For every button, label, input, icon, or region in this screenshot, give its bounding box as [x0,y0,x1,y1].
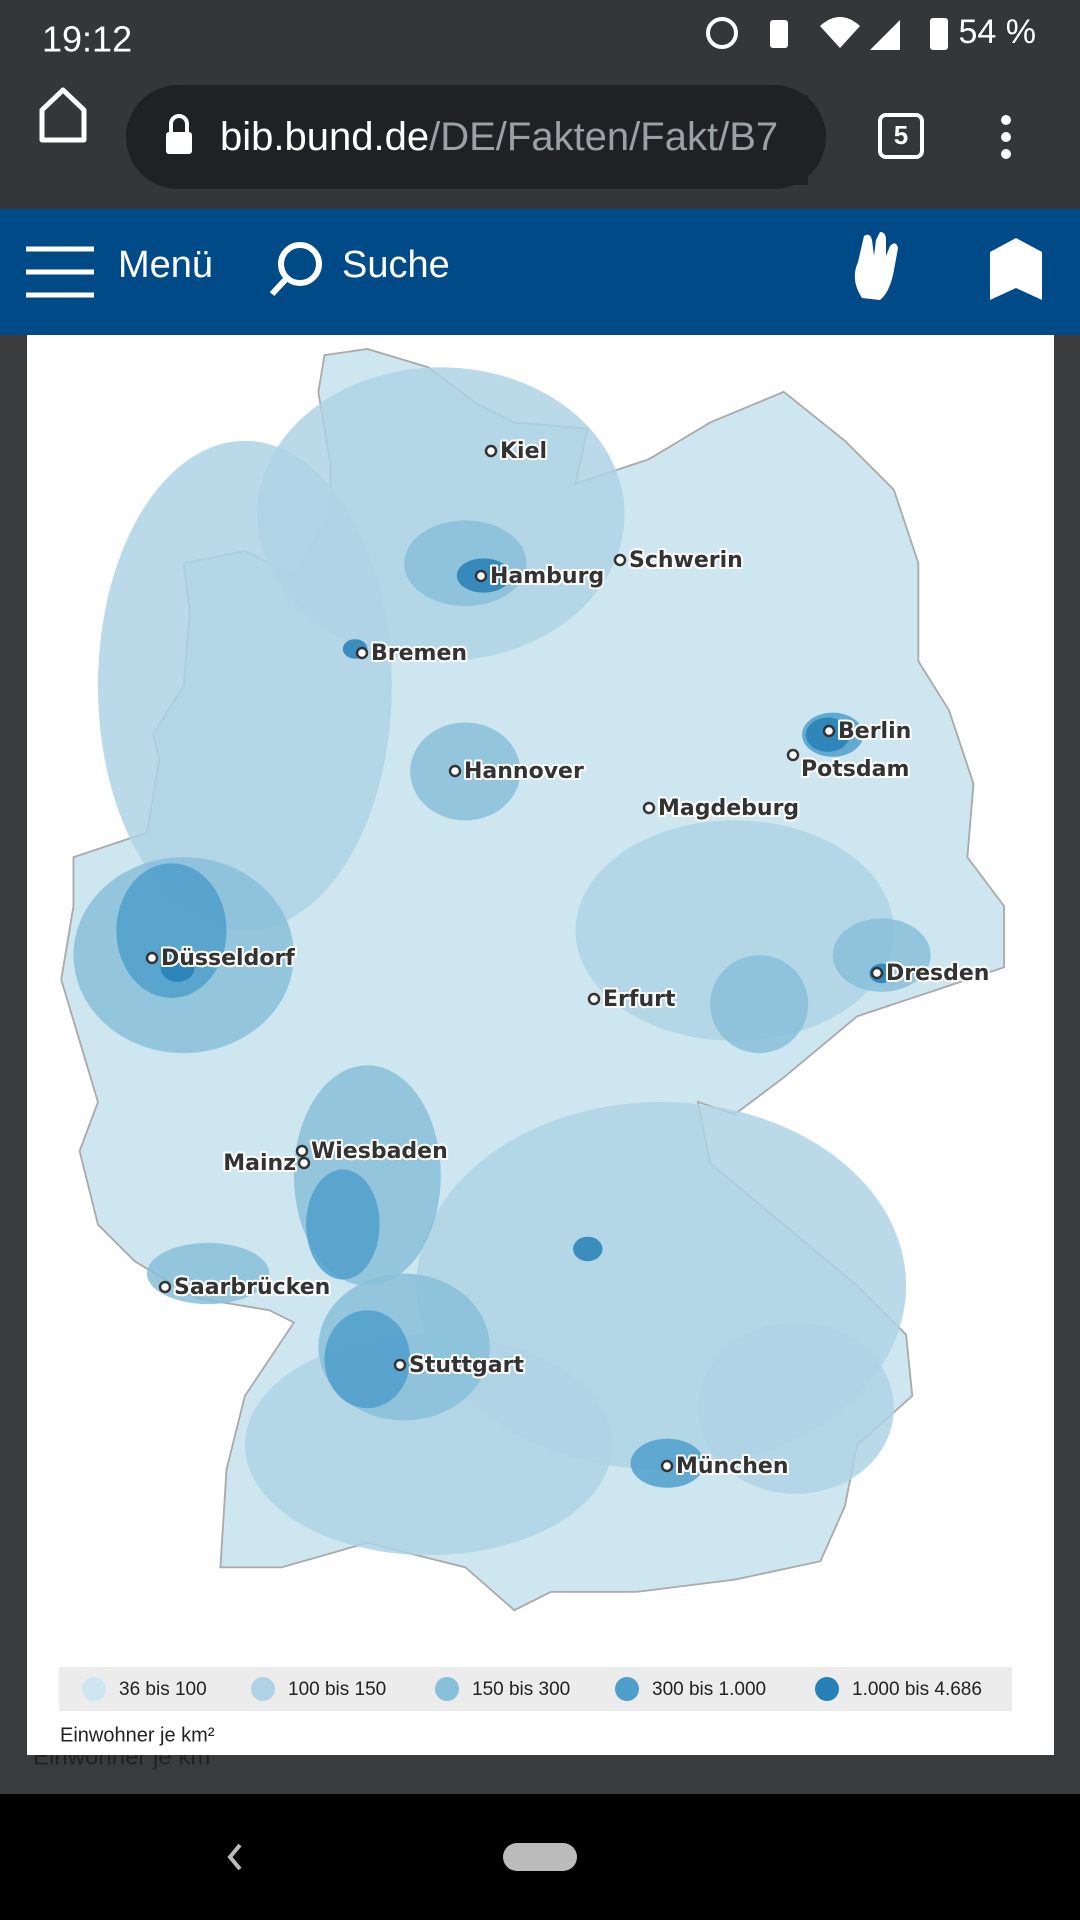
city-marker [822,724,836,738]
tab-count: 5 [894,120,908,150]
density-region [146,1242,270,1305]
legend-swatch [82,1677,106,1701]
city-label: Stuttgart [409,1353,525,1378]
legend-label: 36 bis 100 [119,1679,207,1700]
battery-level: 54 % [959,13,1037,51]
legend-label: 100 bis 150 [288,1679,386,1700]
status-icons [706,17,948,50]
legend-swatch [251,1677,275,1701]
city-label: Berlin [838,719,911,744]
density-region [306,1169,380,1280]
city-marker [448,764,462,778]
density-region [710,955,809,1054]
city-marker [297,1156,311,1170]
home-pill[interactable] [503,1843,577,1871]
city-label: Hannover [464,759,584,784]
city-marker [660,1459,674,1473]
city-label: Kiel [500,439,547,464]
density-region [97,440,392,931]
back-button[interactable] [227,1843,242,1871]
germany-map [60,348,1006,1612]
legend-swatch [615,1677,639,1701]
city-marker [474,569,488,583]
legend-label: 1.000 bis 4.686 [852,1679,982,1700]
density-region [116,863,227,998]
city-marker [613,553,627,567]
hamburger-icon[interactable] [26,246,94,298]
density-region [160,952,195,983]
city-label: Saarbrücken [174,1275,330,1300]
density-region [324,1310,411,1409]
legend-items: 36 bis 100 100 bis 150 150 bis 300 300 bis … [82,1677,982,1701]
city-label: Magdeburg [658,796,799,821]
search-icon[interactable] [269,242,322,297]
lock-icon [166,114,192,154]
city-marker [158,1280,172,1294]
city-marker [642,801,656,815]
tab-switcher[interactable] [878,113,924,159]
city-label: Mainz [223,1151,296,1176]
density-region [575,820,894,1041]
url-fade [778,95,808,185]
sign-language-icon[interactable] [854,232,898,300]
city-label: Düsseldorf [161,946,295,971]
city-marker [393,1358,407,1372]
density-region [832,918,931,992]
city-label: Wiesbaden [311,1139,448,1164]
city-label: München [676,1454,789,1479]
home-button[interactable] [39,87,87,143]
legend-unit: Einwohner je km² [60,1724,215,1746]
url-bar[interactable] [126,85,826,189]
density-region [410,722,521,821]
density-region [573,1236,603,1262]
city-marker [355,646,369,660]
city-labels: Kiel Hamburg Schwerin Bremen Berlin Potsdam Ha… [145,437,991,1481]
menu-button[interactable] [1001,115,1011,159]
url: bib.bund.de/DE/Fakten/Fakt/B7 [220,115,778,159]
city-marker [145,951,159,965]
city-label: Potsdam [801,757,909,782]
legend-label: 300 bis 1.000 [652,1679,766,1700]
city-label: Schwerin [629,548,743,573]
city-marker [484,444,498,458]
legend [59,1667,1012,1711]
clock: 19:12 [42,19,132,60]
density-region [697,1322,894,1494]
city-label: Bremen [371,641,467,666]
site-nav [0,209,1080,335]
city-marker [587,992,601,1006]
url-host: bib.bund.de [220,115,429,159]
city-label: Dresden [886,961,989,986]
city-label: Erfurt [603,987,676,1012]
menu-label[interactable]: Menü [118,244,213,286]
legend-swatch [435,1677,459,1701]
legend-swatch [815,1677,839,1701]
city-label: Hamburg [490,564,604,589]
easy-language-icon[interactable] [990,238,1042,300]
city-marker [786,748,800,762]
legend-label: 150 bis 300 [472,1679,570,1700]
density-regions [73,367,931,1556]
search-label[interactable]: Suche [342,244,450,286]
url-path: /DE/Fakten/Fakt/B7 [429,115,778,159]
city-marker [295,1144,309,1158]
city-marker [870,966,884,980]
